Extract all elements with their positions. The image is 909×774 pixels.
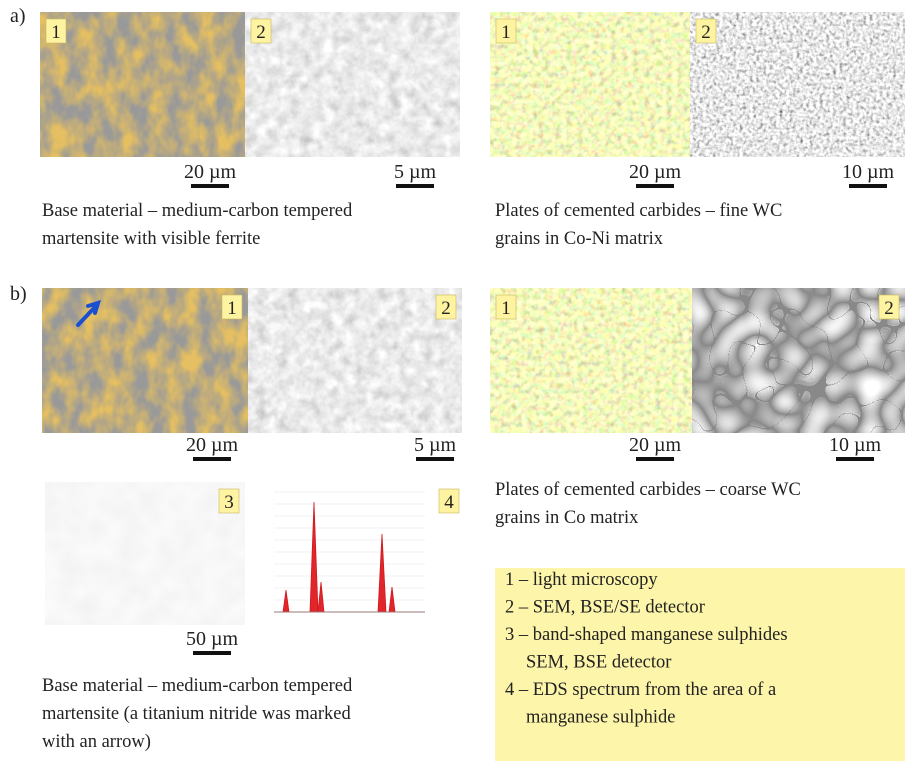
- caption-line: with an arrow): [42, 732, 151, 752]
- eds-spectrum: [262, 482, 465, 625]
- caption-line: Plates of cemented carbides – coarse WC: [495, 480, 801, 500]
- scale-bar: [636, 184, 674, 188]
- image-number: 2: [701, 22, 711, 43]
- panel-label: a): [10, 5, 26, 27]
- scale-bar: [636, 457, 674, 461]
- scale-label: 20 µm: [629, 161, 682, 183]
- caption-line: Base material – medium-carbon tempered: [42, 676, 353, 696]
- caption-line: grains in Co matrix: [495, 508, 639, 528]
- scale-label: 5 µm: [414, 434, 457, 456]
- micrograph-texture: [490, 12, 690, 157]
- scale-label: 10 µm: [829, 434, 882, 456]
- image-number: 1: [501, 298, 511, 319]
- image-number: 2: [256, 22, 266, 43]
- image-number: 1: [51, 22, 61, 43]
- scale-bar: [193, 457, 231, 461]
- scale-bar: [416, 457, 454, 461]
- micrograph-texture: [245, 12, 460, 157]
- scale-label: 50 µm: [186, 628, 239, 650]
- micrograph-texture: [40, 12, 245, 157]
- micrograph-texture: [248, 288, 462, 433]
- legend-line: 2 – SEM, BSE/SE detector: [505, 598, 705, 618]
- image-number: 2: [884, 298, 894, 319]
- micrograph-texture: [490, 288, 692, 433]
- caption-line: Plates of cemented carbides – fine WC: [495, 201, 782, 221]
- caption-line: martensite with visible ferrite: [42, 229, 260, 249]
- legend-line: 3 – band-shaped manganese sulphides: [505, 625, 788, 645]
- figure: a) 1 20 µm 2 5 µm Base material – medium-carb…: [0, 0, 909, 769]
- image-number: 4: [444, 492, 454, 513]
- caption-line: martensite (a titanium nitride was marke…: [42, 704, 351, 724]
- micrograph-texture: [45, 482, 245, 625]
- scale-label: 5 µm: [394, 161, 437, 183]
- scale-label: 20 µm: [629, 434, 682, 456]
- scale-label: 10 µm: [842, 161, 895, 183]
- scale-bar: [396, 184, 434, 188]
- legend-line: 1 – light microscopy: [505, 570, 658, 590]
- scale-bar: [193, 651, 231, 655]
- micrograph-texture: [690, 12, 905, 157]
- caption-line: Base material – medium-carbon tempered: [42, 201, 353, 221]
- scale-bar: [849, 184, 887, 188]
- image-number: 2: [441, 298, 451, 319]
- scale-label: 20 µm: [186, 434, 239, 456]
- legend-line: SEM, BSE detector: [526, 653, 671, 673]
- scale-bar: [191, 184, 229, 188]
- panel-label: b): [10, 283, 27, 305]
- caption-line: grains in Co-Ni matrix: [495, 229, 664, 249]
- scale-bar: [836, 457, 874, 461]
- image-number: 1: [501, 22, 511, 43]
- legend-line: 4 – EDS spectrum from the area of a: [505, 680, 776, 700]
- image-number: 3: [224, 492, 234, 513]
- scale-label: 20 µm: [184, 161, 237, 183]
- spectrum-frame: [262, 482, 465, 625]
- micrograph-texture: [42, 288, 248, 433]
- micrograph-texture: [692, 288, 905, 433]
- image-number: 1: [227, 298, 237, 319]
- legend-line: manganese sulphide: [526, 708, 676, 728]
